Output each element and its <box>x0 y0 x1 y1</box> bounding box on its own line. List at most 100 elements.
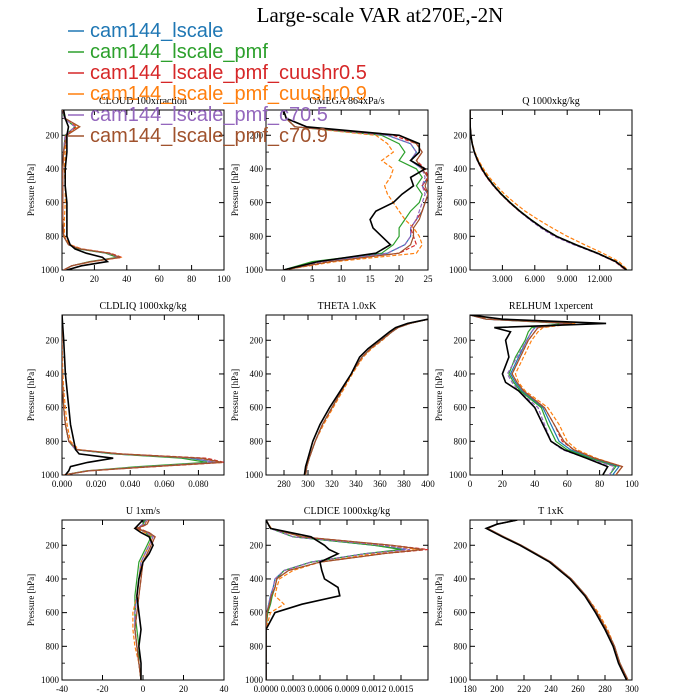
series-line-7 <box>62 315 114 475</box>
legend-label: cam144_lscale_pmf_c70.5 <box>90 104 328 126</box>
series-line-4 <box>282 110 423 270</box>
y-tick-label: 1000 <box>41 470 60 480</box>
series-line-6 <box>470 110 628 270</box>
x-tick-label: 0 <box>281 274 286 284</box>
series-line-7 <box>470 110 628 270</box>
x-tick-label: 0.0006 <box>308 684 333 694</box>
y-axis-label: Pressure [hPa] <box>434 369 444 421</box>
series-line-7 <box>470 315 609 475</box>
x-tick-label: 220 <box>517 684 531 694</box>
legend-label: cam144_lscale_pmf_cuushr0.5 <box>90 62 367 84</box>
series-group <box>266 520 428 680</box>
y-tick-label: 600 <box>46 403 60 413</box>
y-axis-label: Pressure [hPa] <box>26 164 36 216</box>
legend: cam144_lscalecam144_lscale_pmfcam144_lsc… <box>68 20 367 147</box>
x-tick-label: 340 <box>349 479 363 489</box>
series-line-6 <box>305 318 428 475</box>
x-tick-label: 360 <box>373 479 387 489</box>
series-line-3 <box>486 520 629 680</box>
x-tick-label: 20 <box>395 274 405 284</box>
series-line-7 <box>133 520 154 680</box>
panel-title: THETA 1.0xK <box>318 301 377 312</box>
panel-frame <box>61 314 225 476</box>
x-tick-label: 260 <box>571 684 585 694</box>
x-tick-label: 20 <box>179 684 189 694</box>
y-tick-label: 1000 <box>245 265 264 275</box>
panel-5: THETA 1.0xK 200 400 600 800 1000 280 300 320 340 3… <box>230 301 435 489</box>
y-tick-label: 200 <box>46 335 60 345</box>
y-tick-label: 1000 <box>449 265 468 275</box>
y-tick-label: 600 <box>250 198 264 208</box>
y-tick-label: 200 <box>46 130 60 140</box>
x-tick-label: 200 <box>490 684 504 694</box>
y-tick-label: 400 <box>454 164 468 174</box>
x-tick-label: 40 <box>220 684 230 694</box>
y-tick-label: 1000 <box>449 675 468 685</box>
series-line-5 <box>266 520 411 680</box>
panel-title: U 1xm/s <box>126 506 160 517</box>
x-tick-label: 6.000 <box>525 274 546 284</box>
series-line-7 <box>282 110 427 270</box>
series-line-6 <box>470 315 624 475</box>
series-line-7 <box>303 318 428 475</box>
x-tick-label: 320 <box>325 479 339 489</box>
series-line-1 <box>486 520 629 680</box>
y-tick-label: 200 <box>454 335 468 345</box>
y-tick-label: 800 <box>46 641 60 651</box>
x-tick-label: 80 <box>595 479 605 489</box>
series-line-7 <box>266 520 341 680</box>
panel-frame <box>61 109 225 271</box>
series-line-2 <box>282 110 423 270</box>
x-tick-label: -20 <box>97 684 109 694</box>
x-tick-label: 0.0000 <box>254 684 279 694</box>
series-line-2 <box>470 110 628 270</box>
series-line-4 <box>266 520 420 680</box>
y-tick-label: 400 <box>454 369 468 379</box>
panel-frame <box>469 314 633 476</box>
x-tick-label: 12.000 <box>587 274 612 284</box>
series-line-6 <box>486 520 629 680</box>
y-tick-label: 1000 <box>449 470 468 480</box>
x-tick-label: 100 <box>625 479 639 489</box>
x-tick-label: 9.000 <box>557 274 578 284</box>
x-tick-label: -40 <box>56 684 68 694</box>
panel-frame <box>469 109 633 271</box>
series-line-4 <box>470 110 629 270</box>
x-tick-label: 0.020 <box>86 479 107 489</box>
series-group <box>303 318 428 475</box>
x-tick-label: 0 <box>141 684 146 694</box>
panel-2: OMEGA 864xPa/s 200 400 600 800 1000 0 5 10 15 20 25… <box>230 96 433 284</box>
y-tick-label: 400 <box>46 574 60 584</box>
series-line-6 <box>62 315 223 475</box>
y-axis-label: Pressure [hPa] <box>230 164 240 216</box>
y-tick-label: 800 <box>250 641 264 651</box>
series-group <box>470 110 629 270</box>
x-tick-label: 0.000 <box>52 479 73 489</box>
series-line-3 <box>470 110 626 270</box>
y-tick-label: 800 <box>250 231 264 241</box>
series-line-1 <box>470 315 620 475</box>
x-tick-label: 10 <box>337 274 347 284</box>
x-tick-label: 380 <box>397 479 411 489</box>
y-axis-label: Pressure [hPa] <box>434 164 444 216</box>
y-tick-label: 200 <box>250 335 264 345</box>
y-tick-label: 800 <box>46 231 60 241</box>
series-line-6 <box>266 520 424 680</box>
series-line-4 <box>305 318 428 475</box>
series-line-2 <box>470 315 617 475</box>
x-tick-label: 0.0009 <box>335 684 360 694</box>
y-tick-label: 600 <box>250 403 264 413</box>
x-tick-label: 15 <box>366 274 376 284</box>
x-tick-label: 100 <box>217 274 231 284</box>
x-tick-label: 60 <box>155 274 165 284</box>
series-line-2 <box>486 520 629 680</box>
y-tick-label: 1000 <box>41 265 60 275</box>
y-axis-label: Pressure [hPa] <box>26 574 36 626</box>
x-tick-label: 5 <box>310 274 315 284</box>
y-tick-label: 400 <box>454 574 468 584</box>
y-tick-label: 600 <box>454 403 468 413</box>
series-line-1 <box>305 318 428 475</box>
